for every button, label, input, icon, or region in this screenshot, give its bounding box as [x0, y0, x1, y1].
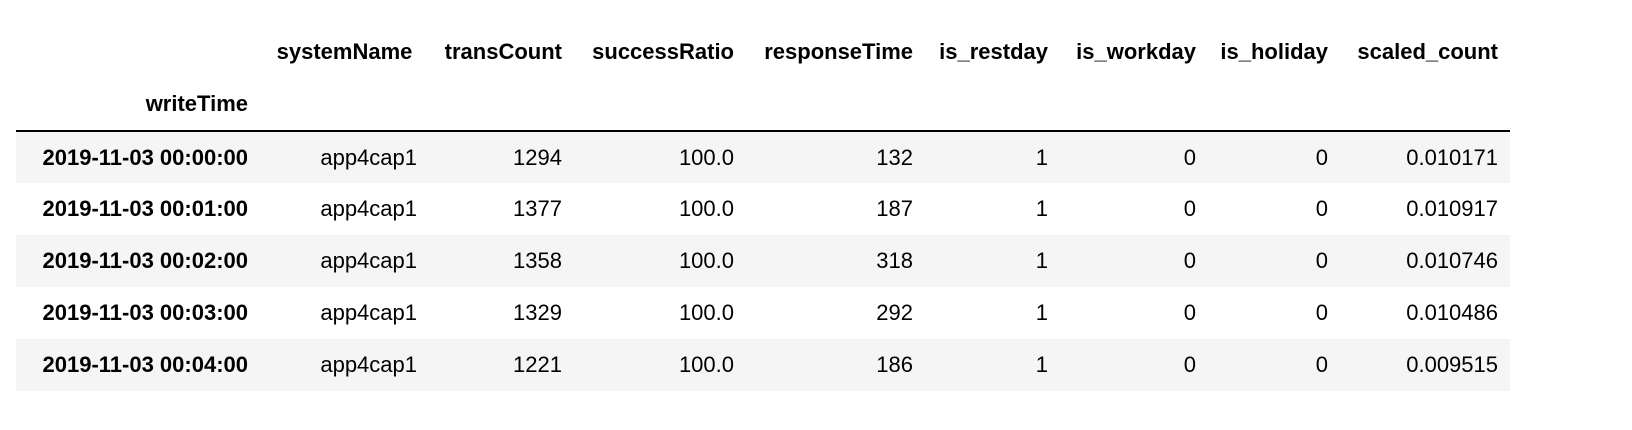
index-name-spacer [1208, 78, 1340, 132]
index-name-spacer [429, 78, 574, 132]
cell-scaled_count: 0.010917 [1406, 196, 1498, 221]
cell-successRatio: 100.0 [678, 248, 734, 273]
cell-is_workday: 0 [1183, 300, 1196, 325]
row-index-cell: 2019-11-03 00:04:00 [42, 352, 249, 377]
cell-scaled_count: 0.010486 [1406, 300, 1498, 325]
column-header-is_restday: is_restday [939, 39, 1048, 64]
cell-is_restday: 1 [1035, 352, 1048, 377]
row-index-cell: 2019-11-03 00:02:00 [42, 248, 249, 273]
cell-is_holiday: 0 [1315, 144, 1328, 170]
column-header-row: systemName transCount successRatio respo… [16, 26, 1510, 78]
cell-is_restday: 1 [1035, 144, 1048, 170]
cell-systemName: app4cap1 [320, 144, 417, 170]
index-name-spacer [1060, 78, 1208, 132]
row-index-cell: 2019-11-03 00:03:00 [42, 300, 249, 325]
index-name-spacer [260, 78, 429, 132]
index-name-spacer [746, 78, 925, 132]
cell-is_holiday: 0 [1315, 248, 1328, 273]
cell-is_workday: 0 [1183, 248, 1196, 273]
cell-responseTime: 292 [876, 300, 913, 325]
table-row: 2019-11-03 00:01:00 app4cap1 1377 100.0 … [16, 183, 1510, 235]
index-name-writeTime: writeTime [16, 78, 260, 132]
cell-successRatio: 100.0 [678, 144, 734, 170]
cell-scaled_count: 0.009515 [1406, 352, 1498, 377]
column-header-is_holiday: is_holiday [1220, 39, 1328, 64]
cell-responseTime: 132 [876, 144, 913, 170]
index-header-spacer [16, 26, 260, 78]
cell-systemName: app4cap1 [320, 196, 417, 221]
index-name-spacer [1340, 78, 1510, 132]
cell-systemName: app4cap1 [320, 352, 417, 377]
column-header-scaled_count: scaled_count [1357, 39, 1498, 64]
column-header-is_workday: is_workday [1076, 39, 1196, 64]
column-header-responseTime: responseTime [764, 39, 913, 64]
cell-successRatio: 100.0 [678, 196, 734, 221]
cell-transCount: 1358 [513, 248, 562, 273]
column-header-systemName: systemName [276, 39, 413, 64]
index-name-row: writeTime [16, 78, 1510, 132]
cell-is_holiday: 0 [1315, 300, 1328, 325]
cell-is_holiday: 0 [1315, 196, 1328, 221]
cell-responseTime: 318 [876, 248, 913, 273]
cell-transCount: 1294 [513, 144, 562, 170]
cell-transCount: 1329 [513, 300, 562, 325]
row-index-cell: 2019-11-03 00:01:00 [42, 196, 249, 221]
cell-is_workday: 0 [1183, 196, 1196, 221]
table-row: 2019-11-03 00:03:00 app4cap1 1329 100.0 … [16, 287, 1510, 339]
index-name-spacer [574, 78, 746, 132]
column-header-successRatio: successRatio [592, 39, 734, 64]
cell-is_restday: 1 [1035, 196, 1048, 221]
table-body: 2019-11-03 00:00:00 app4cap1 1294 100.0 … [16, 131, 1510, 391]
cell-systemName: app4cap1 [320, 248, 417, 273]
cell-is_workday: 0 [1183, 352, 1196, 377]
cell-is_holiday: 0 [1315, 352, 1328, 377]
cell-responseTime: 186 [876, 352, 913, 377]
cell-is_workday: 0 [1183, 144, 1196, 170]
table-row: 2019-11-03 00:02:00 app4cap1 1358 100.0 … [16, 235, 1510, 287]
table-row: 2019-11-03 00:04:00 app4cap1 1221 100.0 … [16, 339, 1510, 391]
dataframe-table: systemName transCount successRatio respo… [16, 26, 1510, 391]
column-header-transCount: transCount [444, 39, 562, 64]
dataframe-output: systemName transCount successRatio respo… [16, 26, 1510, 391]
cell-systemName: app4cap1 [320, 300, 417, 325]
cell-responseTime: 187 [876, 196, 913, 221]
cell-transCount: 1221 [513, 352, 562, 377]
index-name-spacer [925, 78, 1060, 132]
row-index-cell: 2019-11-03 00:00:00 [42, 144, 249, 170]
cell-is_restday: 1 [1035, 248, 1048, 273]
cell-scaled_count: 0.010171 [1406, 144, 1498, 170]
table-row: 2019-11-03 00:00:00 app4cap1 1294 100.0 … [16, 131, 1510, 183]
cell-successRatio: 100.0 [678, 352, 734, 377]
cell-successRatio: 100.0 [678, 300, 734, 325]
cell-is_restday: 1 [1035, 300, 1048, 325]
cell-transCount: 1377 [513, 196, 562, 221]
cell-scaled_count: 0.010746 [1406, 248, 1498, 273]
table-header: systemName transCount successRatio respo… [16, 26, 1510, 132]
